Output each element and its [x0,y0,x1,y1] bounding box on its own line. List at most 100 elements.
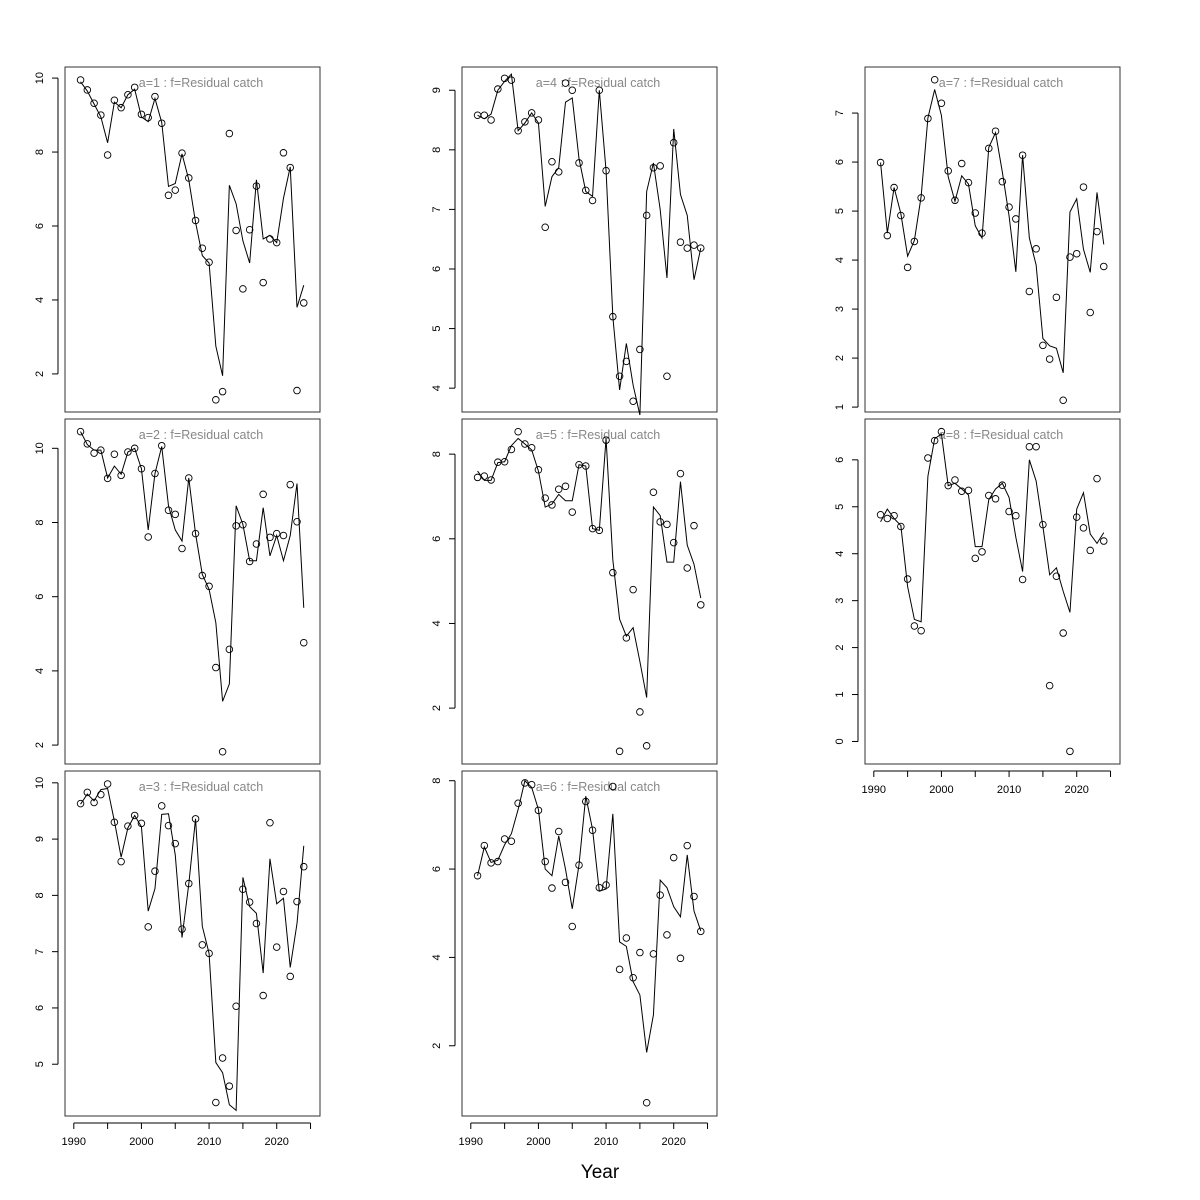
observed-point [897,211,905,220]
observed-point [473,111,482,120]
y-tick-label: 4 [34,297,46,303]
observed-point [300,299,308,307]
observed-point [90,798,98,807]
observed-point [232,1002,240,1011]
fitted-line [880,433,1105,623]
observed-point [151,469,159,478]
panel-1: a=1 : f=Residual catch 2 4 6 8 10 [34,66,321,413]
observed-point [1079,524,1088,532]
observed-point [951,196,959,205]
observed-point [239,885,247,893]
panel-title: a=1 : f=Residual catch [139,76,263,90]
observed-point [164,821,173,830]
observed-point [212,1098,220,1107]
observed-point [130,83,139,92]
observed-point [212,663,220,672]
observed-point [1072,249,1081,258]
y-tick-label: 4 [431,954,443,960]
observed-point [218,1054,227,1062]
observed-point [90,449,98,457]
observed-point [151,867,159,875]
y-tick-label: 8 [431,147,443,153]
observed-point [971,554,980,563]
observed-point [164,191,173,200]
observed-point [554,168,563,176]
observed-point [90,99,98,107]
y-tick-label: 8 [34,519,46,525]
observed-point [656,162,664,170]
observed-point [473,473,482,482]
observed-point [178,544,186,553]
observed-point [76,76,85,84]
plot-frame [864,66,1121,413]
observed-point [473,871,482,880]
observed-point [245,898,254,906]
observed-point [205,258,213,266]
observed-point [527,780,536,789]
observed-point [1093,474,1101,483]
observed-point [494,85,502,93]
observed-point [615,965,624,974]
observed-point [924,454,932,462]
observed-point [548,501,556,509]
observed-point [697,601,705,609]
observed-point [279,149,288,157]
observed-point [609,568,617,577]
observed-point [697,244,705,252]
observed-point [279,531,288,540]
observed-point [541,223,549,232]
observed-point [971,209,980,217]
observed-point [642,742,651,750]
y-tick-label: 6 [431,866,443,872]
observed-point [1032,245,1040,253]
observed-point [588,524,597,533]
observed-point [293,518,301,526]
observed-point [130,811,139,820]
observed-point [286,972,294,981]
fitted-line [880,89,1105,373]
x-tick-label: 2020 [661,1136,685,1148]
observed-point [985,491,993,500]
observed-point [582,797,590,806]
observed-point [534,806,543,815]
x-tick-label: 2010 [594,1136,618,1148]
observed-point [259,490,267,499]
observed-point [171,186,180,194]
x-axis-label: Year [581,1162,620,1183]
observed-point [300,862,308,871]
observed-point [1012,511,1020,520]
x-tick-label: 2020 [1064,784,1088,796]
observed-point [225,1082,234,1090]
observed-point [272,238,281,247]
observed-point [293,386,301,395]
panel-4: a=4 : f=Residual catch 4 5 6 7 8 9 [431,66,718,416]
panel-5: a=5 : f=Residual catch 2 4 6 8 [431,418,718,765]
observed-point [951,476,959,484]
observed-point [910,622,919,630]
observed-point [629,973,637,982]
y-tick-label: 5 [431,326,443,332]
observed-point [97,446,105,454]
observed-point [588,196,597,205]
observed-point [663,372,671,380]
observed-point [266,819,274,827]
observed-point [500,458,509,466]
observed-point [151,92,159,101]
y-tick-label: 6 [834,457,846,463]
observed-point [185,174,193,182]
observed-point [669,538,678,547]
y-tick-label: 4 [834,551,846,557]
observed-point [272,529,281,538]
observed-point [676,469,685,478]
observed-point [521,779,529,787]
observed-point [890,183,898,192]
y-tick-label: 1 [834,404,846,410]
observed-point [205,949,213,958]
observed-point [1086,546,1094,555]
observed-point [998,481,1007,489]
observed-point [487,116,495,124]
observed-point [272,943,281,951]
y-tick-label: 2 [834,645,846,651]
observed-point [110,818,119,826]
observed-point [487,476,495,484]
